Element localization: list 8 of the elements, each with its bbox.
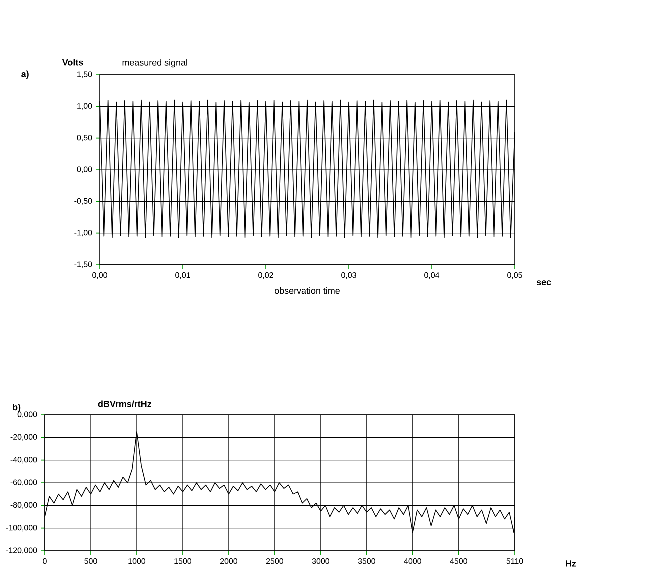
text: b) [13, 404, 21, 412]
y-axis-title: Volts [62, 59, 84, 66]
text: sec [536, 280, 552, 286]
y-axis-title: dBVrms/rtHz [98, 400, 152, 408]
x-axis-title: observation time [274, 288, 340, 294]
chart-title: measured signal [122, 59, 188, 68]
x-axis-title: Hz [566, 560, 576, 567]
text: a) [22, 70, 29, 80]
